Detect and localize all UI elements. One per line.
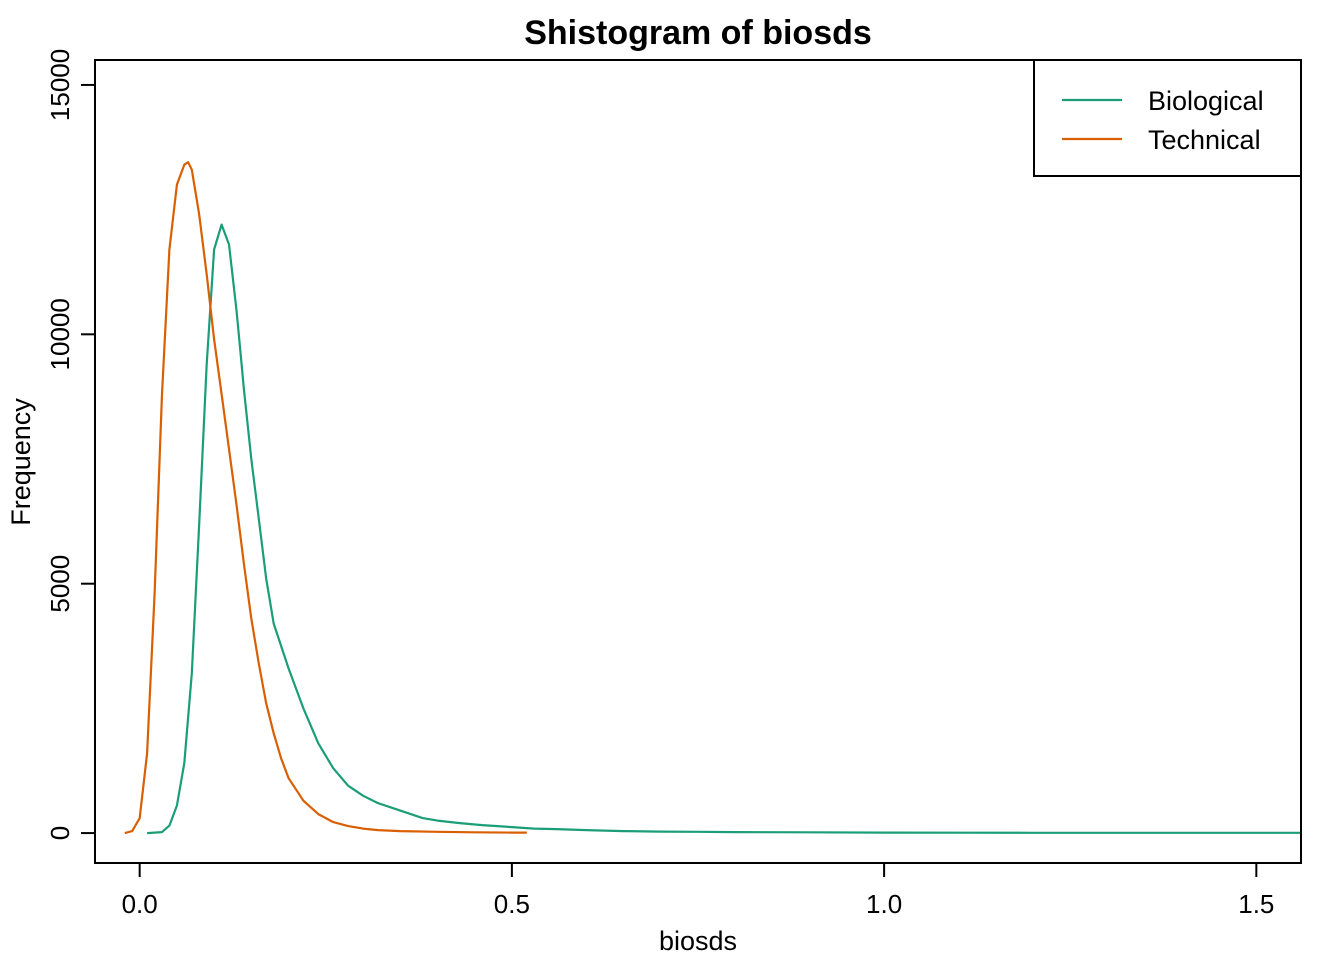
y-axis: 0 5000 10000 15000 (45, 49, 96, 840)
chart-title: Shistogram of biosds (524, 14, 872, 52)
x-axis-label: biosds (659, 926, 737, 956)
x-tick-label: 0.0 (122, 889, 158, 919)
x-tick-label: 1.0 (866, 889, 902, 919)
legend-label-biological: Biological (1148, 86, 1264, 116)
legend: Biological Technical (1033, 59, 1302, 177)
x-tick-label: 0.5 (494, 889, 530, 919)
y-tick-label: 15000 (45, 49, 75, 121)
y-tick-label: 5000 (45, 555, 75, 613)
x-tick-label: 1.5 (1238, 889, 1274, 919)
series-line-technical (124, 161, 527, 835)
legend-box (1033, 59, 1302, 177)
legend-label-technical: Technical (1148, 125, 1261, 155)
y-tick-label: 10000 (45, 298, 75, 370)
y-tick-label: 0 (45, 826, 75, 840)
series-line-biological (147, 223, 1301, 835)
x-axis: 0.0 0.5 1.0 1.5 (122, 862, 1274, 919)
plot-area (124, 161, 1301, 835)
y-axis-label: Frequency (6, 398, 36, 526)
